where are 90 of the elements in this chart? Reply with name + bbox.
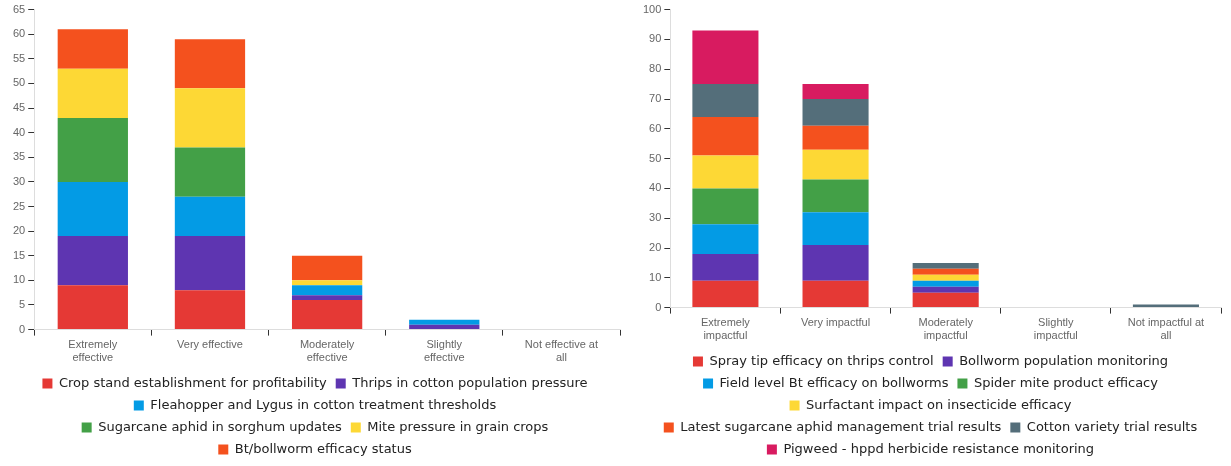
y-tick-label: 40 [12, 125, 26, 138]
bar [174, 236, 246, 291]
bar [802, 99, 869, 126]
bar [912, 262, 979, 269]
bar [912, 274, 979, 281]
bar [291, 295, 363, 301]
y-tick-label: 100 [642, 2, 662, 15]
y-tick-label: 45 [12, 101, 26, 114]
y-tick-label: 0 [655, 300, 662, 313]
bar [802, 149, 869, 180]
bar [57, 236, 128, 286]
bar [291, 255, 363, 281]
x-tick-label: Not impactful at all [1127, 316, 1205, 342]
bar [174, 39, 246, 89]
legend-label: Pigweed - hppd herbicide resistance monitoring [783, 440, 1095, 456]
bar [692, 224, 759, 254]
y-tick-label: 10 [12, 273, 26, 286]
y-tick-label: 5 [19, 298, 26, 311]
bar [174, 147, 246, 197]
bar [57, 68, 128, 118]
x-tick-label: Very impactful [801, 316, 871, 329]
y-tick-label: 25 [12, 199, 26, 212]
bar [802, 84, 869, 99]
bar [409, 324, 480, 330]
bar [802, 125, 869, 150]
bar [912, 292, 979, 308]
legend-label: Surfactant impact on insecticide efficacy [806, 396, 1072, 412]
bar [802, 179, 869, 213]
legend-label: Sugarcane aphid in sorghum updates [98, 418, 343, 434]
y-tick-label: 55 [12, 51, 26, 64]
x-tick-label: Extremely impactful [700, 316, 751, 342]
bar [692, 155, 759, 189]
x-tick-label: Very effective [177, 338, 243, 351]
y-tick-label: 10 [649, 270, 662, 283]
bar [912, 268, 979, 275]
legend-label: Field level Bt efficacy on bollworms [719, 374, 949, 390]
bar [57, 285, 128, 330]
y-tick-label: 60 [12, 27, 26, 40]
bar [291, 285, 363, 296]
legend-label: Thrips in cotton population pressure [351, 374, 588, 390]
bar [692, 84, 759, 117]
y-tick-label: 30 [649, 211, 662, 224]
legend-label: Crop stand establishment for profitability [58, 374, 328, 390]
legend-label: Fleahopper and Lygus in cotton treatment thresholds [150, 396, 497, 412]
legend-label: Bollworm population monitoring [959, 352, 1169, 368]
legend-label: Cotton variety trial results [1026, 418, 1198, 434]
bar [802, 245, 869, 281]
bar [692, 116, 759, 156]
legend-label: Latest sugarcane aphid management trial results [680, 418, 1002, 434]
bar [802, 280, 869, 308]
y-tick-label: 90 [649, 32, 662, 45]
x-tick-label: Not effective at all [524, 338, 599, 364]
y-tick-label: 70 [649, 92, 662, 105]
bar [692, 280, 759, 308]
y-tick-label: 50 [649, 151, 662, 164]
y-tick-label: 65 [12, 2, 26, 15]
x-tick-label: Moderately effective [299, 338, 355, 364]
bar [291, 280, 363, 286]
bar [174, 290, 246, 330]
y-tick-label: 35 [12, 150, 26, 163]
bar [912, 280, 979, 287]
x-tick-label: Extremely effective [68, 338, 118, 364]
legend-label: Bt/bollworm efficacy status [234, 440, 412, 456]
bar [912, 286, 979, 293]
y-tick-label: 60 [649, 121, 662, 134]
x-tick-label: Slightly effective [423, 338, 465, 364]
y-tick-label: 50 [12, 76, 26, 89]
bar [174, 196, 246, 237]
legend-label: Mite pressure in grain crops [367, 418, 549, 434]
y-tick-label: 80 [649, 62, 662, 75]
bar [57, 117, 128, 182]
y-tick-label: 30 [12, 174, 26, 187]
legend-label: Spray tip efficacy on thrips control [709, 352, 934, 368]
x-tick-label: Slightly impactful [1033, 316, 1078, 342]
bar [174, 88, 246, 148]
bar [692, 30, 759, 85]
x-tick-label: Moderately impactful [918, 316, 974, 342]
bar [802, 212, 869, 246]
bar [57, 29, 128, 69]
y-tick-label: 15 [12, 248, 26, 261]
y-tick-label: 20 [649, 241, 662, 254]
bar [409, 319, 480, 325]
bar [291, 300, 363, 330]
legend-label: Spider mite product efficacy [973, 374, 1159, 390]
bar [692, 253, 759, 281]
y-tick-label: 40 [649, 181, 662, 194]
y-tick-label: 20 [12, 224, 26, 237]
bar [692, 188, 759, 225]
bar [57, 181, 128, 237]
y-tick-label: 0 [19, 322, 26, 335]
